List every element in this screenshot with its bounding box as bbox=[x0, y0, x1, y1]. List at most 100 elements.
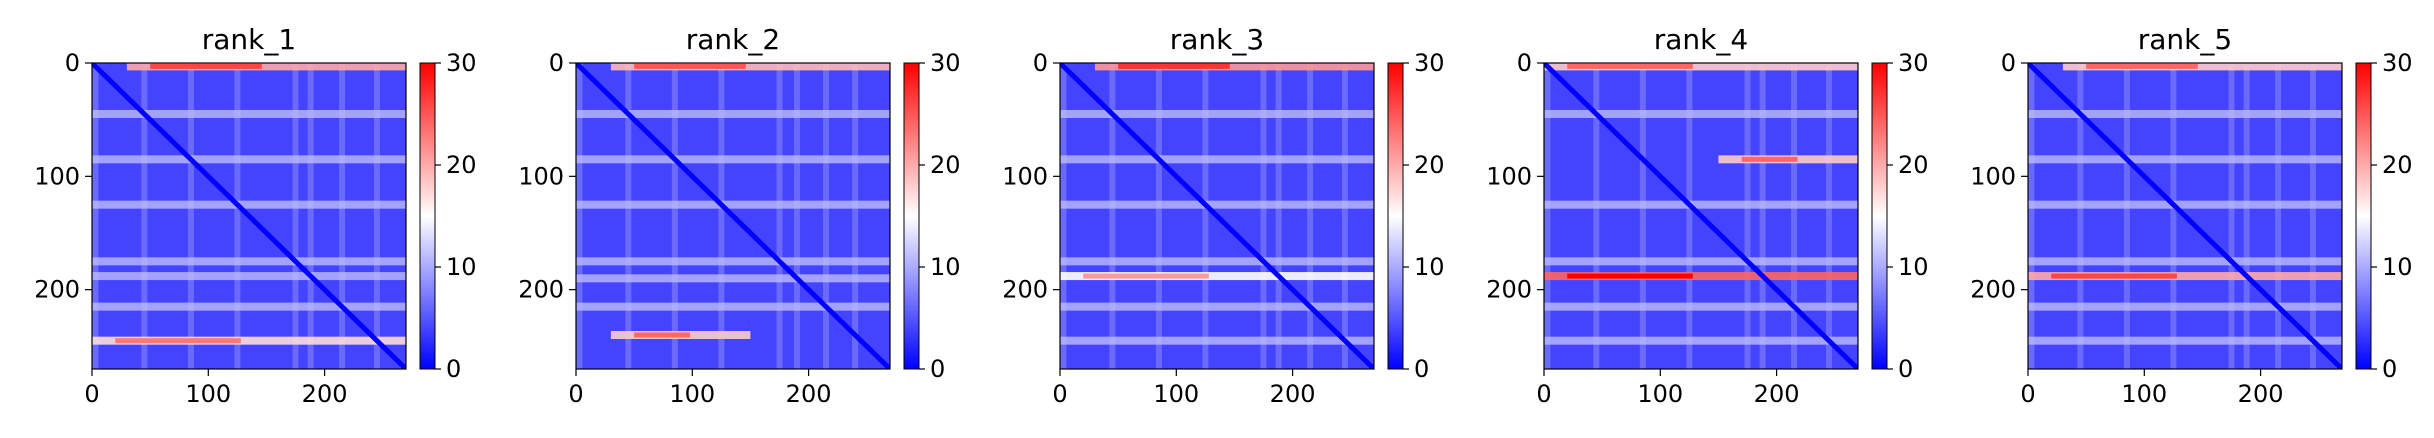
chart-title: rank_1 bbox=[202, 23, 296, 56]
light-column bbox=[2077, 63, 2084, 369]
colorbar-tick-label: 20 bbox=[2382, 151, 2413, 179]
light-row bbox=[1060, 110, 1374, 118]
light-column bbox=[1791, 63, 1798, 369]
colorbar-tick-label: 10 bbox=[1414, 253, 1445, 281]
light-column bbox=[1109, 63, 1116, 369]
light-row bbox=[1060, 200, 1374, 209]
high-row bbox=[1060, 272, 1374, 281]
y-tick-label: 100 bbox=[34, 162, 80, 190]
light-row bbox=[92, 155, 406, 164]
high-row bbox=[92, 336, 406, 345]
light-column bbox=[92, 63, 99, 369]
colorbar-tick-label: 0 bbox=[1898, 355, 1913, 383]
colorbar-gradient bbox=[903, 62, 920, 370]
colorbar-tick-label: 20 bbox=[446, 151, 477, 179]
y-tick-label: 100 bbox=[1970, 162, 2016, 190]
x-tick-label: 200 bbox=[2238, 380, 2284, 408]
high-row-peak bbox=[2051, 273, 2177, 279]
light-row bbox=[2028, 336, 2342, 345]
light-column bbox=[2243, 63, 2250, 369]
diagonal-line bbox=[1544, 63, 1858, 369]
heatmap-cells bbox=[2028, 63, 2342, 369]
x-tick-label: 0 bbox=[568, 380, 583, 408]
light-column bbox=[1260, 63, 1267, 369]
high-row-peak bbox=[1567, 63, 1693, 69]
x-tick-label: 0 bbox=[2020, 380, 2035, 408]
heatmap-panel-5: rank_5 0 100 200 0 100 200 0 10 20 30 bbox=[1970, 23, 2412, 408]
light-column bbox=[339, 63, 346, 369]
y-tick-label: 200 bbox=[518, 276, 564, 304]
light-row bbox=[92, 272, 406, 281]
high-row bbox=[1094, 63, 1374, 71]
light-column bbox=[1544, 63, 1551, 369]
chart-title: rank_2 bbox=[686, 23, 780, 56]
light-row bbox=[2028, 200, 2342, 209]
y-tick-label: 100 bbox=[1486, 162, 1532, 190]
y-tick-label: 0 bbox=[2001, 49, 2016, 77]
high-row-peak bbox=[1741, 156, 1798, 162]
colorbar-tick-label: 30 bbox=[2382, 49, 2413, 77]
light-column bbox=[1686, 63, 1693, 369]
light-row bbox=[1060, 155, 1374, 164]
colorbar-tick-label: 30 bbox=[1414, 49, 1445, 77]
heatmap-cells bbox=[576, 63, 890, 369]
x-tick-label: 200 bbox=[1754, 380, 1800, 408]
colorbar-gradient bbox=[2355, 62, 2372, 370]
y-tick-label: 200 bbox=[1486, 276, 1532, 304]
light-row bbox=[576, 274, 890, 283]
light-row bbox=[1060, 257, 1374, 266]
high-row-peak bbox=[634, 332, 690, 338]
light-row bbox=[1544, 336, 1858, 345]
high-row-peak bbox=[1083, 273, 1209, 279]
high-row bbox=[2028, 272, 2342, 281]
light-row bbox=[92, 200, 406, 209]
heatmap-panel-2: rank_2 0 100 200 0 100 200 0 10 20 30 bbox=[518, 23, 960, 408]
light-row bbox=[2028, 302, 2342, 311]
light-row bbox=[2028, 110, 2342, 118]
x-tick-label: 100 bbox=[669, 380, 715, 408]
light-row bbox=[92, 257, 406, 266]
light-row bbox=[1544, 302, 1858, 311]
diagonal-line bbox=[92, 63, 406, 369]
plot-frame bbox=[2027, 62, 2343, 370]
light-column bbox=[1639, 63, 1646, 369]
high-row bbox=[1544, 63, 1858, 71]
heatmap-panel-3: rank_3 0 100 200 0 100 200 0 10 20 30 bbox=[1002, 23, 1444, 408]
high-row bbox=[610, 63, 890, 71]
colorbar-tick-label: 10 bbox=[446, 253, 477, 281]
plot-frame bbox=[1543, 62, 1859, 370]
x-tick-label: 0 bbox=[1052, 380, 1067, 408]
light-column bbox=[1060, 63, 1067, 369]
light-column bbox=[1275, 63, 1282, 369]
colorbar-tick-label: 30 bbox=[930, 49, 961, 77]
heatmap-panel-4: rank_4 0 100 200 0 100 200 0 10 20 30 bbox=[1486, 23, 1928, 408]
light-column bbox=[2028, 63, 2035, 369]
light-column bbox=[292, 63, 299, 369]
light-column bbox=[2170, 63, 2177, 369]
colorbar-gradient bbox=[1871, 62, 1888, 370]
colorbar-tick-label: 10 bbox=[1898, 253, 1929, 281]
x-tick-label: 200 bbox=[1270, 380, 1316, 408]
colorbar: 0 10 20 30 bbox=[903, 49, 961, 383]
light-column bbox=[307, 63, 314, 369]
light-column bbox=[187, 63, 194, 369]
x-tick-label: 0 bbox=[84, 380, 99, 408]
light-column bbox=[2228, 63, 2235, 369]
light-row bbox=[92, 302, 406, 311]
high-row-peak bbox=[634, 63, 746, 69]
heatmap-cells bbox=[92, 63, 406, 369]
light-column bbox=[576, 63, 583, 369]
light-row bbox=[576, 200, 890, 209]
colorbar: 0 10 20 30 bbox=[2355, 49, 2413, 383]
y-tick-label: 200 bbox=[1970, 276, 2016, 304]
y-tick-label: 0 bbox=[549, 49, 564, 77]
chart-title: rank_4 bbox=[1654, 23, 1748, 56]
light-row bbox=[1544, 257, 1858, 266]
light-column bbox=[1593, 63, 1600, 369]
x-tick-label: 100 bbox=[2121, 380, 2167, 408]
high-row-peak bbox=[1567, 273, 1693, 279]
colorbar-tick-label: 0 bbox=[2382, 355, 2397, 383]
y-tick-label: 0 bbox=[1517, 49, 1532, 77]
heatmap-cells bbox=[1060, 63, 1374, 369]
